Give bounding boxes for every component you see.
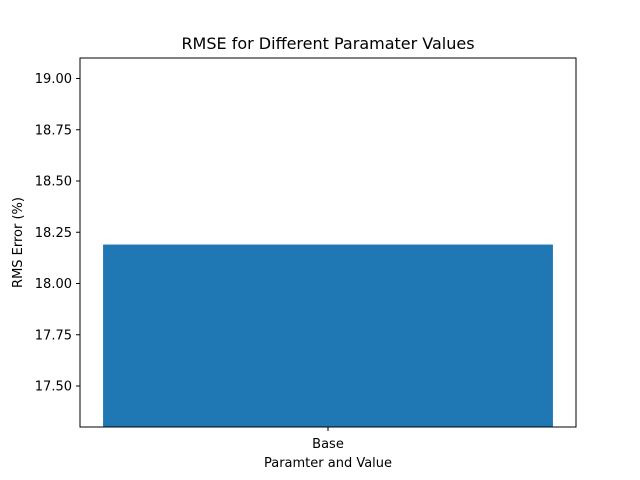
y-tick-label: 19.00 xyxy=(35,72,72,87)
y-tick-label: 18.75 xyxy=(35,123,72,138)
y-axis: 17.50 17.75 18.00 18.25 18.50 18.75 19.00 xyxy=(35,72,80,395)
x-axis: Base xyxy=(312,427,344,452)
y-tick-label: 18.50 xyxy=(35,175,72,190)
chart-title: RMSE for Different Paramater Values xyxy=(181,34,474,53)
y-axis-label: RMS Error (%) xyxy=(11,197,26,288)
y-tick-label: 17.75 xyxy=(35,328,72,343)
y-tick-label: 17.50 xyxy=(35,380,72,395)
bars-group xyxy=(103,244,553,427)
y-tick-label: 18.25 xyxy=(35,226,72,241)
x-axis-label: Paramter and Value xyxy=(264,456,392,471)
bar-base xyxy=(103,244,553,427)
x-tick-label: Base xyxy=(312,437,344,452)
y-tick-label: 18.00 xyxy=(35,277,72,292)
